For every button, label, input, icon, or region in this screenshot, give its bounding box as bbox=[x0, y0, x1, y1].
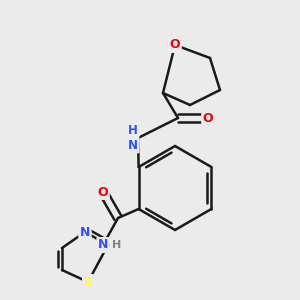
Text: H: H bbox=[112, 240, 122, 250]
Text: H
N: H N bbox=[128, 124, 138, 152]
Text: O: O bbox=[98, 185, 108, 199]
Text: N: N bbox=[80, 226, 90, 238]
Text: O: O bbox=[203, 112, 213, 124]
Text: N: N bbox=[98, 238, 108, 251]
Text: O: O bbox=[170, 38, 180, 52]
Text: S: S bbox=[83, 275, 92, 289]
